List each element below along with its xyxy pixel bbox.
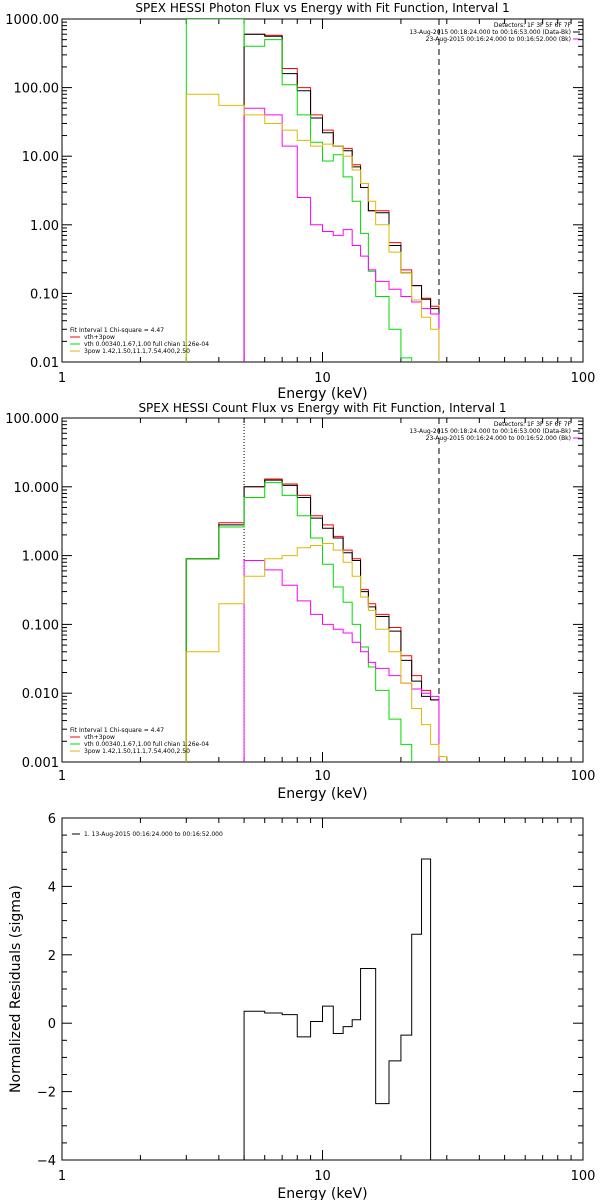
- series-histogram: [243, 559, 440, 762]
- header-line: 13-Aug-2015 00:18:24.000 to 00:16:53.000…: [409, 29, 571, 36]
- y-tick-label: 6: [48, 812, 56, 827]
- header-line: 23-Aug-2015 00:16:24.000 to 00:16:52.000…: [426, 36, 571, 43]
- legend-label: vth+3pow: [84, 734, 115, 741]
- x-tick-label: 10: [314, 1169, 331, 1184]
- series-histogram: [185, 482, 413, 762]
- series-histogram: [243, 107, 440, 362]
- series-histogram: [185, 19, 413, 362]
- y-tick-label: −2: [37, 1086, 56, 1101]
- y-axis-label: Normalized Residuals (sigma): [8, 885, 24, 1093]
- x-tick-label: 1: [58, 769, 66, 784]
- legend-label: vth 0.00340,1.67,1.00 full chian 1.26e-0…: [84, 741, 209, 748]
- y-tick-label: 2: [48, 949, 56, 964]
- y-tick-label: 4: [48, 880, 56, 895]
- series-histogram: [243, 858, 432, 1160]
- legend-label: vth 0.00340,1.67,1.00 full chian 1.26e-0…: [84, 341, 209, 348]
- y-tick-label: 100.000: [5, 412, 59, 427]
- plot-frame: [61, 417, 584, 763]
- legend-label: 1. 13-Aug-2015 00:16:24.000 to 00:16:52.…: [84, 831, 223, 838]
- y-tick-label: 0.010: [22, 687, 59, 702]
- x-tick-label: 10: [314, 769, 331, 784]
- chart-title: SPEX HESSI Count Flux vs Energy with Fit…: [138, 401, 506, 415]
- header-line: 13-Aug-2015 00:18:24.000 to 00:16:53.000…: [409, 428, 571, 435]
- header-line: Detectors: 1F 3F 5F 6F 7F: [494, 421, 572, 428]
- y-tick-label: 0: [48, 1017, 56, 1032]
- count-flux-panel: 1 10 100 0.001 0.010 0.100 1.000 10.000 100.000 S…: [5, 401, 595, 802]
- photon-flux-panel: 1 10 100 0.01 0.10 1.00 10.00 100.00 1000.00 SPEX…: [5, 1, 595, 402]
- x-tick-label: 1: [58, 1169, 66, 1184]
- y-tick-label: 0.001: [22, 756, 59, 771]
- series-histogram: [185, 93, 440, 362]
- legend-title: Fit Interval 1 Chi-square = 4.47: [70, 727, 164, 734]
- plot-frame: [61, 817, 584, 1161]
- x-tick-label: 100: [571, 371, 596, 386]
- plot-frame: [61, 18, 584, 363]
- legend-label: 3pow 1.42,1.50,11.1,7.54,400,2.50: [84, 348, 190, 355]
- y-tick-label: 0.01: [30, 356, 59, 371]
- x-axis-label: Energy (keV): [277, 386, 367, 402]
- chart-title: SPEX HESSI Photon Flux vs Energy with Fi…: [135, 1, 509, 15]
- y-tick-label: 10.000: [14, 481, 60, 496]
- y-tick-label: 1.000: [22, 550, 59, 565]
- y-tick-label: 100.00: [14, 82, 60, 97]
- y-tick-label: 10.00: [22, 150, 59, 165]
- x-tick-label: 100: [571, 1169, 596, 1184]
- y-tick-label: 1.00: [30, 219, 59, 234]
- legend-title: Fit Interval 1 Chi-square = 4.47: [70, 327, 164, 334]
- x-tick-label: 100: [571, 769, 596, 784]
- series-histogram: [243, 33, 440, 362]
- legend-label: 3pow 1.42,1.50,11.1,7.54,400,2.50: [84, 748, 190, 755]
- x-tick-label: 10: [314, 371, 331, 386]
- x-tick-label: 1: [58, 371, 66, 386]
- y-tick-label: 1000.00: [5, 13, 59, 28]
- x-axis-label: Energy (keV): [277, 1186, 367, 1200]
- y-tick-label: −4: [37, 1154, 56, 1169]
- header-line: 23-Aug-2015 00:16:24.000 to 00:16:52.000…: [426, 435, 571, 442]
- y-tick-label: 0.100: [22, 618, 59, 633]
- residuals-panel: 1 10 100 −4 −2 0 2 4 6 Energy (keV) Normalized Res…: [8, 812, 595, 1200]
- header-line: Detectors: 1F 3F 5F 6F 7F: [494, 22, 572, 29]
- y-tick-label: 0.10: [30, 287, 59, 302]
- series-histogram: [185, 542, 448, 762]
- legend-label: vth+3pow: [84, 334, 115, 341]
- series-histogram: [243, 33, 440, 362]
- x-axis-label: Energy (keV): [277, 786, 367, 802]
